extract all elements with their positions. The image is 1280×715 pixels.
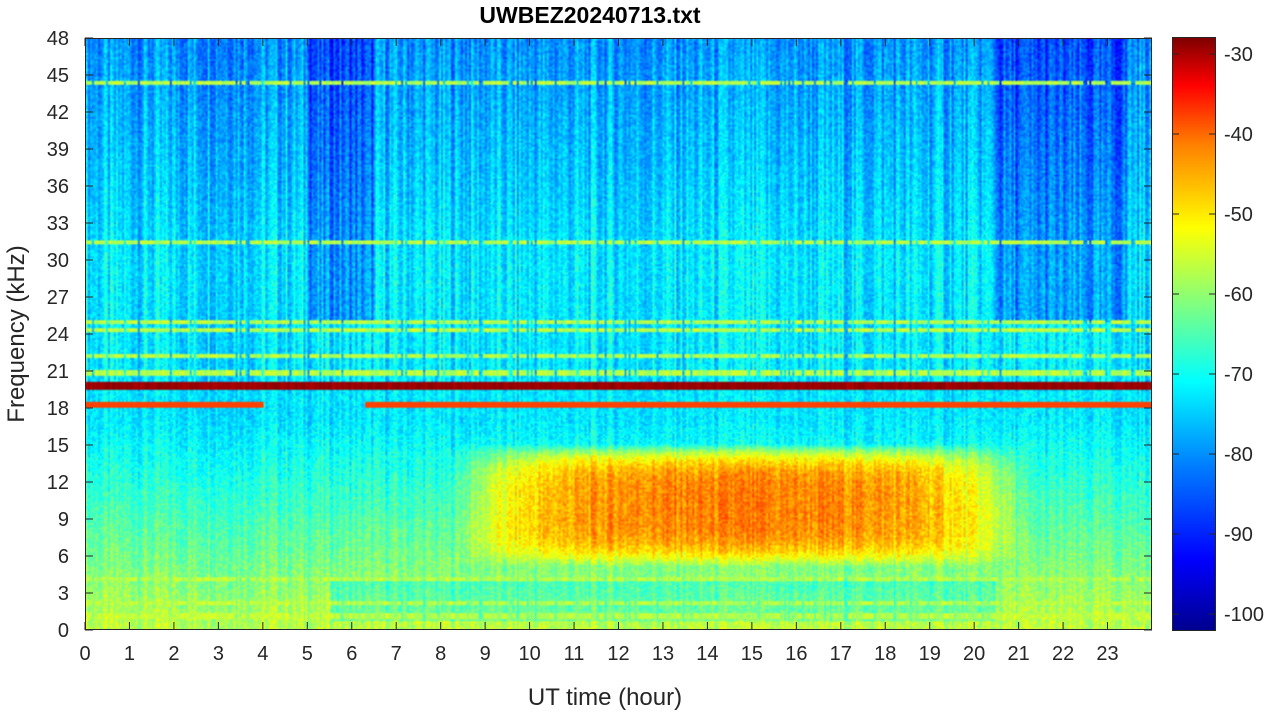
x-tick-label: 23 [1096, 643, 1118, 665]
x-tick-label: 8 [435, 643, 446, 665]
x-tick-label: 2 [168, 643, 179, 665]
y-tick-label: 0 [58, 620, 69, 642]
y-tick-label: 36 [47, 176, 69, 198]
x-tick-label: 17 [830, 643, 852, 665]
x-axis-ticks: 0 1 2 3 4 5 6 7 8 9 10 11 12 13 14 15 16 17 18 19 20 21 22 23 [79, 38, 1119, 665]
colorbar-tick-label: -50 [1224, 204, 1253, 226]
x-tick-label: 14 [696, 643, 718, 665]
x-tick-label: 1 [124, 643, 135, 665]
y-tick-label: 6 [58, 546, 69, 568]
x-tick-label: 21 [1008, 643, 1030, 665]
x-tick-label: 22 [1052, 643, 1074, 665]
x-tick-label: 13 [652, 643, 674, 665]
x-tick-label: 4 [257, 643, 268, 665]
x-tick-label: 19 [919, 643, 941, 665]
x-axis-label: UT time (hour) [528, 684, 682, 711]
y-tick-label: 21 [47, 361, 69, 383]
x-tick-label: 11 [564, 643, 585, 665]
y-tick-label: 27 [47, 287, 69, 309]
spectrogram-heatmap [86, 39, 1151, 629]
y-axis-label: Frequency (kHz) [3, 245, 30, 422]
x-tick-label: 7 [391, 643, 402, 665]
colorbar-ticks: -30 -40 -50 -60 -70 -80 -90 -100 [1172, 44, 1264, 626]
x-tick-label: 12 [607, 643, 629, 665]
y-tick-label: 24 [47, 324, 69, 346]
x-tick-label: 16 [785, 643, 807, 665]
y-tick-label: 33 [47, 213, 69, 235]
colorbar-tick-label: -40 [1224, 124, 1253, 146]
x-tick-label: 3 [213, 643, 224, 665]
x-tick-label: 9 [480, 643, 491, 665]
x-tick-label: 0 [79, 643, 90, 665]
y-tick-label: 15 [47, 435, 69, 457]
x-tick-label: 20 [963, 643, 985, 665]
y-tick-label: 45 [47, 65, 69, 87]
colorbar-tick-label: -70 [1224, 364, 1253, 386]
y-tick-label: 18 [47, 398, 69, 420]
x-tick-label: 10 [518, 643, 540, 665]
y-tick-label: 39 [47, 139, 69, 161]
y-tick-label: 9 [58, 509, 69, 531]
colorbar-tick-label: -80 [1224, 444, 1253, 466]
x-tick-label: 6 [346, 643, 357, 665]
colorbar [1172, 37, 1216, 631]
y-tick-label: 48 [47, 28, 69, 50]
colorbar-tick-label: -30 [1224, 44, 1253, 66]
plot-area [85, 38, 1152, 630]
colorbar-tick-label: -90 [1224, 524, 1253, 546]
y-tick-label: 42 [47, 102, 69, 124]
x-tick-label: 5 [302, 643, 313, 665]
x-tick-label: 18 [874, 643, 896, 665]
chart-title: UWBEZ20240713.txt [479, 2, 701, 28]
y-tick-label: 30 [47, 250, 69, 272]
colorbar-tick-label: -100 [1224, 604, 1264, 626]
y-tick-label: 12 [47, 472, 69, 494]
y-tick-label: 3 [58, 583, 69, 605]
colorbar-tick-label: -60 [1224, 284, 1253, 306]
x-tick-label: 15 [741, 643, 763, 665]
